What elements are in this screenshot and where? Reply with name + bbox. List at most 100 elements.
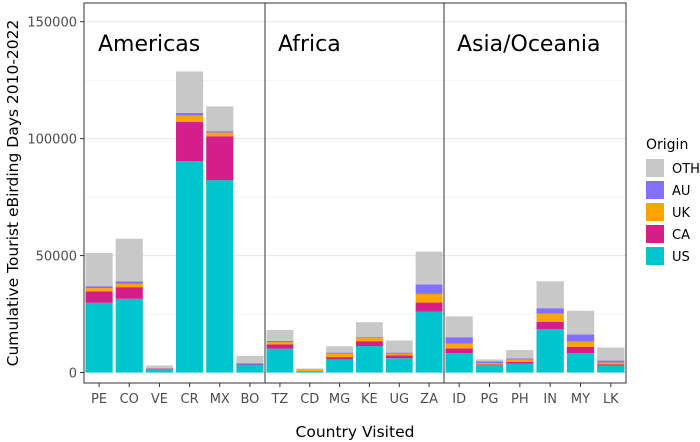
x-axis-title: Country Visited bbox=[296, 423, 415, 441]
bar-segment-pg-ca bbox=[475, 364, 504, 366]
bar-segment-tz-uk bbox=[266, 342, 294, 345]
bar-segment-pe-au bbox=[85, 286, 113, 289]
bar-segment-lk-us bbox=[597, 365, 625, 373]
bar-segment-cd-oth bbox=[296, 368, 324, 370]
x-tick-label-my: MY bbox=[571, 392, 590, 407]
bar-segment-mx-ca bbox=[206, 136, 234, 181]
bar-segment-my-uk bbox=[566, 341, 595, 347]
bar-segment-id-oth bbox=[445, 316, 473, 338]
bar-segment-tz-oth bbox=[266, 329, 294, 341]
bar-segment-pg-oth bbox=[475, 359, 504, 362]
bar-segment-ke-oth bbox=[355, 322, 383, 338]
y-tick-label: 150000 bbox=[27, 16, 77, 31]
legend-swatch-us bbox=[646, 247, 664, 265]
bar-segment-cr-uk bbox=[176, 115, 204, 123]
bar-segment-bo-us bbox=[236, 364, 264, 373]
bar-segment-mg-uk bbox=[326, 353, 354, 358]
x-tick-label-bo: BO bbox=[240, 392, 259, 407]
bar-segment-co-oth bbox=[115, 238, 143, 282]
facet-title: Americas bbox=[98, 32, 200, 57]
bar-segment-pe-uk bbox=[85, 288, 113, 292]
bar-segment-za-oth bbox=[415, 251, 443, 285]
bar-segment-ph-ca bbox=[506, 361, 534, 364]
bar-segment-pg-us bbox=[475, 365, 504, 373]
bar-segment-ug-au bbox=[385, 352, 413, 354]
x-tick-label-za: ZA bbox=[420, 392, 438, 407]
bar-segment-co-au bbox=[115, 281, 143, 284]
facet-title: Africa bbox=[278, 32, 341, 57]
bar-segment-mx-us bbox=[206, 180, 234, 373]
bar-segment-ve-oth bbox=[145, 365, 173, 368]
bar-segment-id-au bbox=[445, 337, 473, 344]
x-tick-label-co: CO bbox=[120, 392, 139, 407]
bar-segment-mx-au bbox=[206, 131, 234, 133]
legend-label-oth: OTH bbox=[672, 162, 700, 177]
legend-label-uk: UK bbox=[672, 206, 691, 221]
bar-segment-bo-oth bbox=[236, 355, 264, 363]
bar-segment-cr-us bbox=[176, 161, 204, 373]
x-tick-label-ph: PH bbox=[511, 392, 529, 407]
bar-segment-pg-uk bbox=[475, 363, 504, 365]
y-tick-label: 0 bbox=[69, 367, 77, 382]
x-tick-label-ve: VE bbox=[151, 392, 168, 407]
legend-swatch-oth bbox=[646, 159, 664, 177]
x-tick-label-pe: PE bbox=[91, 392, 107, 407]
bar-segment-in-uk bbox=[536, 313, 564, 322]
bar-segment-cr-ca bbox=[176, 122, 204, 162]
panel-background bbox=[265, 3, 444, 383]
bar-segment-mx-oth bbox=[206, 106, 234, 132]
bar-segment-co-ca bbox=[115, 287, 143, 299]
bar-segment-lk-uk bbox=[597, 362, 625, 365]
bar-segment-ke-au bbox=[355, 337, 383, 339]
bar-segment-my-us bbox=[566, 353, 595, 373]
y-tick-label: 100000 bbox=[27, 133, 77, 148]
bar-segment-cr-oth bbox=[176, 71, 204, 113]
bar-segment-co-uk bbox=[115, 283, 143, 288]
panel-background bbox=[84, 3, 265, 383]
bar-segment-ph-oth bbox=[506, 350, 534, 359]
x-tick-label-mg: MG bbox=[329, 392, 350, 407]
x-tick-label-ke: KE bbox=[361, 392, 378, 407]
bar-segment-lk-oth bbox=[597, 347, 625, 361]
bar-segment-ke-uk bbox=[355, 338, 383, 342]
panel-border bbox=[443, 2, 627, 384]
panel-background bbox=[444, 3, 626, 383]
bar-segment-za-uk bbox=[415, 293, 443, 303]
bar-segment-my-ca bbox=[566, 346, 595, 354]
bar-segment-cd-us bbox=[296, 371, 324, 373]
bar-segment-in-ca bbox=[536, 321, 564, 329]
legend-label-us: US bbox=[672, 250, 690, 265]
x-tick-label-id: ID bbox=[452, 392, 466, 407]
y-axis-title: Cumulative Tourist eBirding Days 2010-20… bbox=[4, 20, 22, 367]
bar-segment-pe-ca bbox=[85, 291, 113, 303]
y-tick-label: 50000 bbox=[36, 250, 77, 265]
legend-swatch-ca bbox=[646, 225, 664, 243]
bar-segment-ve-us bbox=[145, 368, 173, 373]
x-tick-label-tz: TZ bbox=[270, 392, 288, 407]
x-tick-label-cd: CD bbox=[300, 392, 319, 407]
x-tick-label-pg: PG bbox=[481, 392, 499, 407]
facet-title: Asia/Oceania bbox=[457, 32, 600, 57]
bar-segment-mg-au bbox=[326, 352, 354, 354]
bar-segment-id-uk bbox=[445, 343, 473, 349]
bar-segment-my-au bbox=[566, 334, 595, 342]
bar-segment-id-ca bbox=[445, 348, 473, 354]
bar-segment-tz-ca bbox=[266, 344, 294, 349]
legend-swatch-au bbox=[646, 181, 664, 199]
bar-segment-in-au bbox=[536, 308, 564, 314]
bar-segment-in-us bbox=[536, 329, 564, 373]
bar-segment-za-us bbox=[415, 311, 443, 373]
bar-segment-ke-us bbox=[355, 346, 383, 373]
bar-segment-ph-au bbox=[506, 358, 534, 360]
bar-segment-ug-oth bbox=[385, 340, 413, 353]
bar-segment-ug-us bbox=[385, 358, 413, 373]
x-tick-label-mx: MX bbox=[210, 392, 230, 407]
bar-segment-ph-uk bbox=[506, 359, 534, 362]
bar-segment-ug-uk bbox=[385, 353, 413, 356]
bar-segment-ph-us bbox=[506, 363, 534, 373]
bar-segment-bo-ca bbox=[236, 363, 264, 365]
bar-segment-mg-ca bbox=[326, 357, 354, 360]
bar-segment-za-au bbox=[415, 284, 443, 294]
bar-segment-cr-au bbox=[176, 112, 204, 116]
